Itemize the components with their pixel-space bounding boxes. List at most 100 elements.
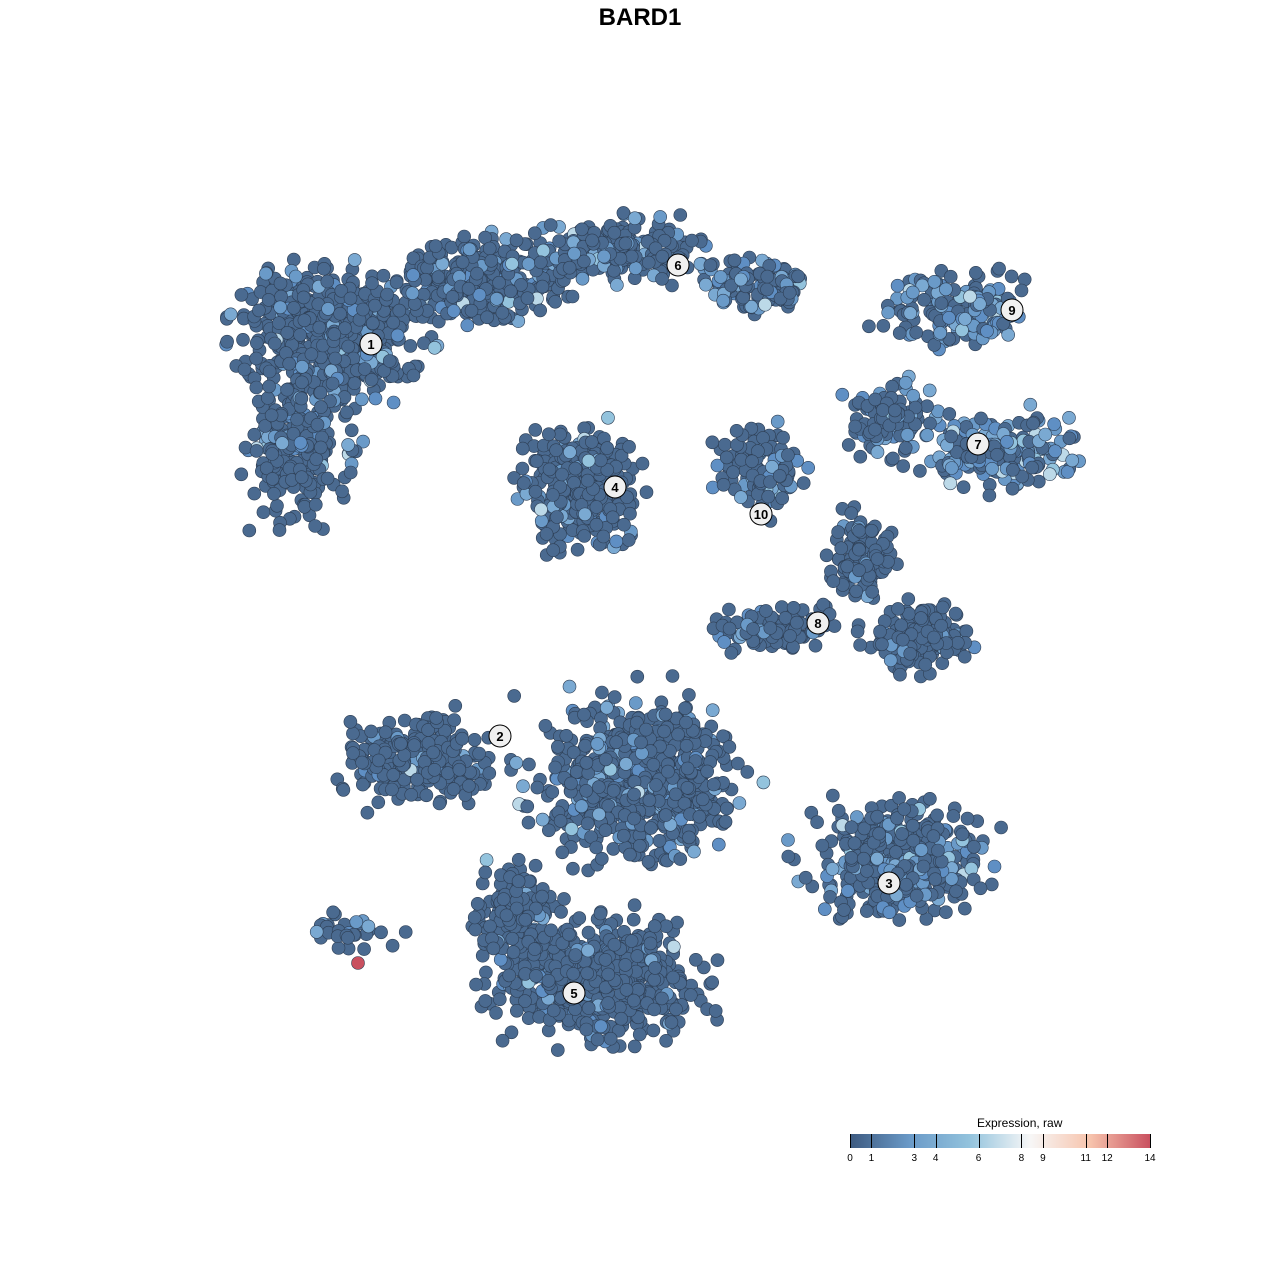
data-point bbox=[622, 439, 636, 454]
data-point bbox=[603, 1031, 618, 1046]
data-point bbox=[889, 845, 903, 859]
data-point bbox=[568, 461, 583, 476]
data-point bbox=[635, 456, 650, 471]
data-point bbox=[630, 949, 645, 963]
data-point bbox=[906, 388, 921, 403]
data-point bbox=[489, 1006, 503, 1020]
data-point bbox=[722, 621, 737, 636]
data-point bbox=[572, 911, 587, 925]
data-point bbox=[446, 304, 461, 318]
data-point bbox=[847, 836, 862, 851]
data-point bbox=[570, 542, 585, 557]
data-point bbox=[593, 906, 608, 921]
data-point bbox=[865, 584, 880, 599]
data-point bbox=[308, 497, 323, 512]
data-point bbox=[646, 1023, 661, 1038]
data-point bbox=[368, 391, 383, 406]
data-point bbox=[956, 480, 971, 495]
data-point bbox=[600, 441, 615, 455]
data-point bbox=[581, 943, 595, 958]
data-point bbox=[942, 310, 956, 325]
data-point bbox=[745, 454, 759, 469]
data-point bbox=[577, 254, 591, 269]
data-point bbox=[256, 505, 271, 520]
data-point bbox=[722, 740, 737, 754]
data-point bbox=[585, 233, 599, 248]
points-layer bbox=[219, 206, 1086, 1057]
data-point bbox=[722, 602, 736, 617]
data-point bbox=[616, 828, 631, 843]
data-point bbox=[973, 881, 988, 896]
data-point bbox=[533, 255, 548, 270]
data-point bbox=[584, 435, 599, 449]
data-point bbox=[872, 826, 886, 841]
data-point bbox=[552, 234, 566, 248]
data-point bbox=[601, 967, 616, 982]
data-point bbox=[760, 282, 774, 297]
data-point bbox=[593, 453, 608, 468]
data-point bbox=[1038, 427, 1053, 442]
data-point bbox=[389, 275, 404, 290]
data-point bbox=[455, 731, 469, 746]
data-point bbox=[581, 453, 596, 468]
data-point bbox=[365, 276, 379, 291]
data-point bbox=[516, 779, 530, 794]
data-point bbox=[557, 892, 571, 906]
data-point bbox=[950, 635, 965, 650]
data-point bbox=[870, 552, 885, 566]
data-point bbox=[354, 392, 369, 407]
data-point bbox=[859, 904, 874, 918]
data-point bbox=[577, 529, 592, 543]
data-point bbox=[683, 988, 698, 1002]
data-point bbox=[569, 765, 584, 779]
data-point bbox=[796, 476, 811, 490]
data-point bbox=[641, 255, 656, 270]
data-point bbox=[649, 778, 663, 792]
data-point bbox=[740, 765, 755, 779]
data-point bbox=[1047, 417, 1061, 432]
data-point bbox=[286, 252, 301, 267]
data-point bbox=[546, 1003, 561, 1018]
data-point bbox=[772, 469, 787, 483]
data-point bbox=[365, 316, 380, 331]
data-point bbox=[294, 391, 309, 406]
data-point bbox=[850, 624, 865, 639]
data-point bbox=[406, 368, 421, 383]
data-point bbox=[234, 467, 249, 482]
data-point bbox=[946, 809, 961, 823]
data-point bbox=[534, 502, 548, 517]
data-point bbox=[592, 807, 606, 822]
data-point bbox=[1025, 460, 1039, 475]
data-point bbox=[876, 318, 891, 333]
data-point bbox=[462, 778, 476, 793]
data-point bbox=[482, 766, 497, 781]
data-point bbox=[590, 1032, 605, 1047]
data-point bbox=[550, 1043, 565, 1057]
data-point bbox=[371, 753, 386, 768]
data-point bbox=[968, 265, 983, 280]
data-point bbox=[579, 755, 594, 770]
data-point bbox=[492, 275, 506, 290]
data-point bbox=[926, 829, 941, 844]
data-point bbox=[632, 1027, 647, 1042]
data-point bbox=[462, 242, 477, 257]
data-point bbox=[452, 762, 467, 777]
data-point bbox=[1005, 481, 1020, 496]
data-point bbox=[895, 632, 910, 647]
data-point bbox=[594, 1019, 608, 1034]
data-point bbox=[711, 837, 726, 852]
data-point bbox=[775, 491, 790, 506]
data-point bbox=[862, 319, 876, 334]
data-point bbox=[852, 542, 866, 557]
data-point bbox=[781, 833, 795, 847]
data-point bbox=[708, 1004, 723, 1018]
data-point bbox=[825, 862, 840, 876]
data-point bbox=[944, 461, 959, 475]
data-point bbox=[343, 291, 358, 306]
data-point bbox=[338, 321, 352, 336]
data-point bbox=[559, 728, 574, 743]
data-point bbox=[234, 288, 249, 302]
data-point bbox=[627, 1039, 642, 1054]
data-point bbox=[543, 218, 558, 232]
